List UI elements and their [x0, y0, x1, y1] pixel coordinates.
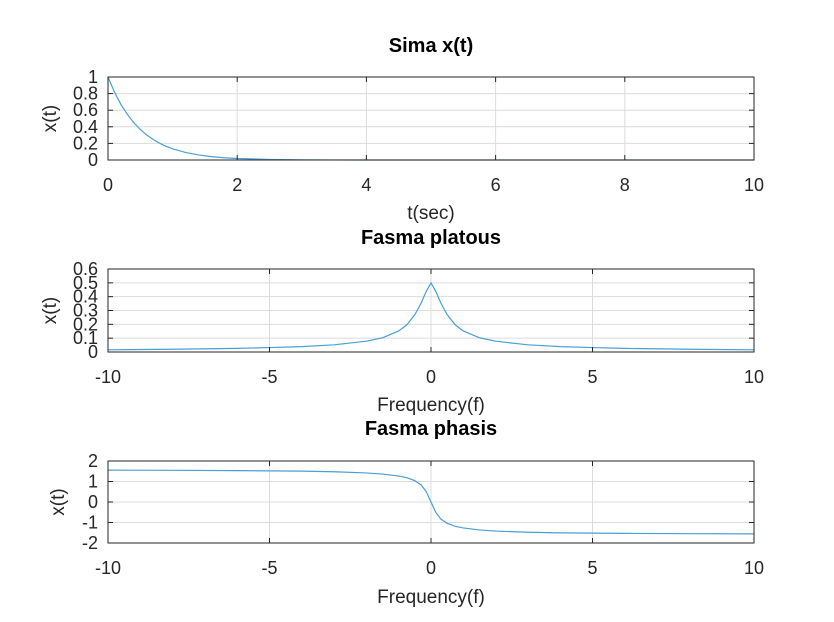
x-tick-label: 6	[491, 175, 501, 195]
y-axis-label: x(t)	[48, 488, 69, 515]
chart-title: Fasma platous	[361, 227, 501, 249]
x-axis-label: Frequency(f)	[377, 395, 485, 416]
y-tick-label: 0	[88, 492, 98, 512]
series-line	[107, 281, 755, 351]
y-tick-label: 0.3	[73, 301, 98, 321]
x-tick-label: 5	[587, 367, 597, 387]
chart-title: Fasma phasis	[365, 418, 497, 440]
y-tick-label: 0.5	[73, 273, 98, 293]
y-tick-label: 0.4	[73, 117, 98, 137]
y-tick-label: 1	[88, 67, 98, 87]
x-tick-label: -5	[261, 558, 277, 578]
y-axis-label: x(t)	[40, 297, 61, 324]
series-line	[107, 469, 755, 535]
x-tick-label: 0	[426, 558, 436, 578]
x-tick-label: 0	[426, 367, 436, 387]
x-tick-label: -5	[261, 367, 277, 387]
x-tick-label: 5	[587, 558, 597, 578]
x-tick-label: 0	[103, 175, 113, 195]
y-tick-label: 0	[88, 342, 98, 362]
y-tick-label: -1	[82, 513, 98, 533]
y-axis-label: x(t)	[40, 105, 61, 132]
series-line	[107, 76, 754, 161]
x-tick-label: 10	[744, 175, 764, 195]
axes-box	[107, 76, 755, 161]
y-tick-label: 1	[88, 472, 98, 492]
x-tick-label: 2	[232, 175, 242, 195]
y-tick-label: 0.2	[73, 314, 98, 334]
y-tick-label: 0.8	[73, 84, 98, 104]
chart-title: Sima x(t)	[389, 35, 473, 57]
x-tick-label: 10	[744, 367, 764, 387]
x-axis-label: t(sec)	[407, 203, 455, 224]
x-tick-label: 4	[361, 175, 371, 195]
x-tick-label: 8	[620, 175, 630, 195]
y-tick-label: 2	[88, 451, 98, 471]
y-tick-label: 0.2	[73, 133, 98, 153]
y-tick-label: 0.4	[73, 287, 98, 307]
y-tick-label: 0	[88, 150, 98, 170]
y-tick-label: 0.6	[73, 259, 98, 279]
x-axis-label: Frequency(f)	[377, 587, 485, 608]
x-tick-label: -10	[95, 367, 121, 387]
x-tick-label: -10	[95, 558, 121, 578]
y-tick-label: -2	[82, 533, 98, 553]
y-tick-label: 0.1	[73, 328, 98, 348]
x-tick-label: 10	[744, 558, 764, 578]
y-tick-label: 0.6	[73, 100, 98, 120]
